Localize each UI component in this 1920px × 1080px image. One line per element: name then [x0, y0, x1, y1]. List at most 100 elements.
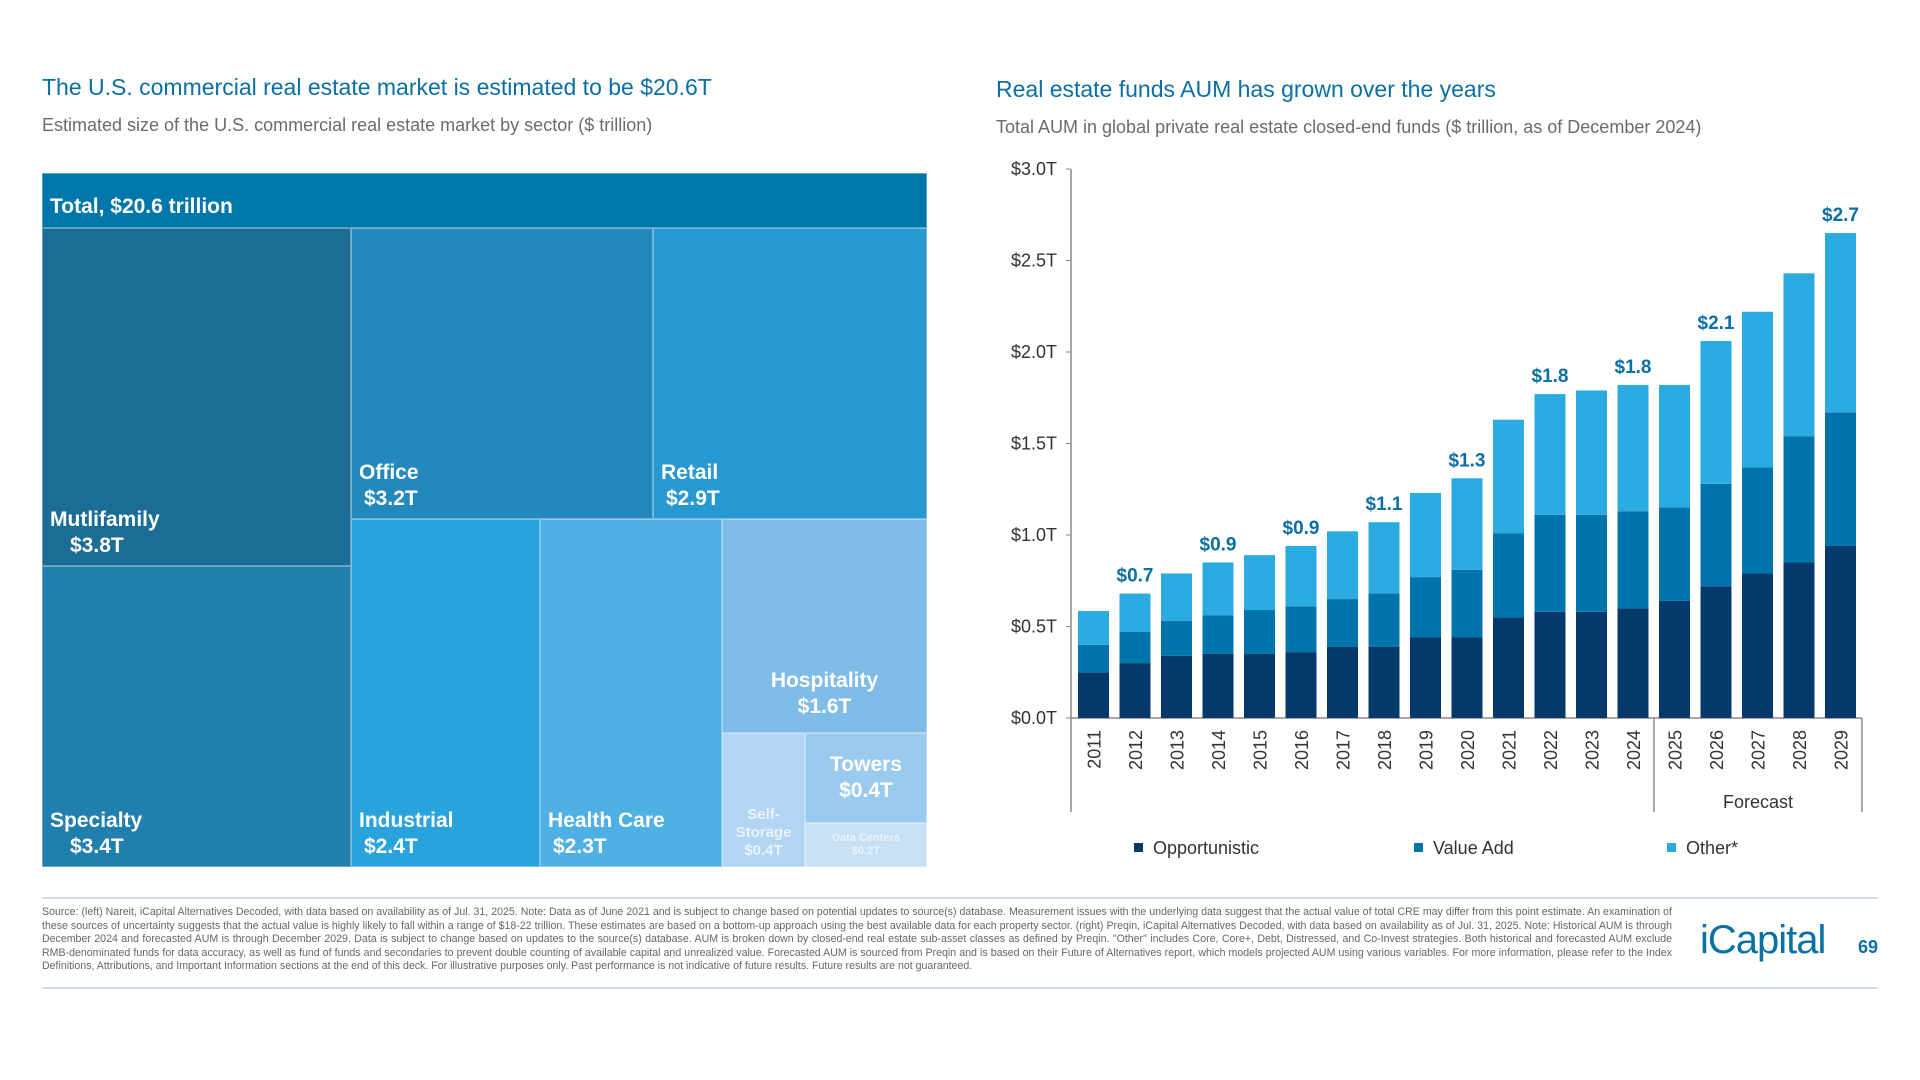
sector-name: Specialty	[50, 809, 143, 832]
bar-segment-other--2015	[1244, 555, 1275, 611]
bar-segment-value-add-2012	[1119, 631, 1151, 664]
bar-segment-opportunistic-2025	[1659, 600, 1690, 718]
bar-segment-other--2016	[1285, 545, 1317, 607]
treemap-cell-label: Retail $2.9T	[661, 460, 720, 512]
sector-value: $2.3T	[553, 835, 607, 858]
bar-segment-value-add-2022	[1534, 514, 1566, 612]
sector-value: $0.4T	[839, 779, 893, 802]
treemap-cell-health-care: Health Care $2.3T	[540, 519, 722, 867]
x-tick-label: 2017	[1334, 730, 1354, 770]
y-tick-label: $3.0T	[1011, 159, 1057, 179]
sector-value: $0.2T	[851, 845, 881, 857]
sector-name: Self- Storage	[735, 806, 792, 841]
x-tick-label: 2020	[1458, 730, 1478, 770]
sector-name: Office	[359, 461, 419, 484]
x-tick-label: 2021	[1500, 730, 1520, 770]
bar-segment-other--2022	[1534, 394, 1566, 515]
x-tick-label: 2028	[1790, 730, 1810, 770]
treemap-cell-label: Towers $0.4T	[806, 752, 926, 804]
y-tick-label: $1.5T	[1011, 434, 1057, 454]
y-tick-label: $2.5T	[1011, 251, 1057, 271]
bar-segment-opportunistic-2020	[1451, 637, 1483, 718]
bar-segment-opportunistic-2028	[1783, 562, 1815, 718]
bar-segment-opportunistic-2029	[1825, 545, 1856, 718]
treemap-cell-label: Health Care $2.3T	[548, 808, 665, 860]
legend-label: Other*	[1686, 838, 1738, 858]
x-tick-label: 2027	[1749, 730, 1769, 770]
bar-segment-other--2018	[1368, 522, 1400, 594]
sector-value: $3.2T	[364, 487, 418, 510]
x-tick-label: 2029	[1832, 730, 1852, 770]
bar-chart-subtitle: Total AUM in global private real estate …	[996, 117, 1702, 137]
bar-segment-value-add-2025	[1659, 507, 1690, 601]
bar-segment-other--2012	[1119, 593, 1151, 632]
treemap-cell-self-storage: Self- Storage $0.4T	[722, 733, 805, 867]
bar-segment-other--2024	[1617, 384, 1649, 512]
y-tick-label: $0.5T	[1011, 617, 1057, 637]
x-tick-label: 2026	[1707, 730, 1727, 770]
x-tick-label: 2015	[1251, 730, 1271, 770]
bar-segment-opportunistic-2027	[1742, 573, 1773, 718]
total-data-label: $0.9	[1283, 518, 1320, 539]
sector-name: Industrial	[359, 809, 454, 832]
treemap-cell-retail: Retail $2.9T	[653, 228, 927, 519]
bar-segment-other--2021	[1493, 419, 1524, 534]
y-tick-label: $2.0T	[1011, 342, 1057, 362]
treemap-cell-industrial: Industrial $2.4T	[351, 519, 540, 867]
bar-segment-other--2011	[1078, 610, 1109, 645]
bar-segment-other--2019	[1410, 492, 1441, 578]
bar-segment-value-add-2027	[1742, 467, 1773, 574]
icapital-logo: iCapital	[1700, 918, 1826, 962]
bar-chart: $0.0T $0.5T $1.0T $1.5T $2.0T $2.5T $3.0T 2011 2…	[1011, 159, 1863, 858]
treemap-total: Total, $20.6 trillion	[42, 173, 927, 228]
sector-value: $3.4T	[70, 835, 124, 858]
bar-segment-value-add-2020	[1451, 569, 1483, 638]
bar-segment-other--2025	[1659, 384, 1690, 508]
footnote: Source: (left) Nareit, iCapital Alternat…	[42, 906, 1672, 973]
x-tick-label: 2012	[1126, 730, 1146, 770]
bar-segment-opportunistic-2018	[1368, 646, 1400, 718]
sector-name: Data Centers	[832, 832, 900, 844]
treemap-cell-office: Office $3.2T	[351, 228, 653, 519]
treemap-cell-label: Self- Storage $0.4T	[723, 806, 804, 860]
bar-segment-other--2023	[1576, 390, 1607, 515]
legend-label: Opportunistic	[1153, 838, 1259, 858]
treemap-cell-towers: Towers $0.4T	[805, 733, 927, 823]
x-tick-label: 2013	[1168, 730, 1188, 770]
total-data-label: $0.7	[1117, 566, 1154, 587]
bar-segment-value-add-2018	[1368, 593, 1400, 647]
divider	[42, 897, 1878, 899]
bar-segment-other--2020	[1451, 478, 1483, 570]
treemap-cell-label: Hospitality $1.6T	[723, 668, 926, 720]
bar-segment-value-add-2019	[1410, 577, 1441, 638]
bar-segment-opportunistic-2019	[1410, 637, 1441, 718]
treemap-cell-data-centers: Data Centers $0.2T	[805, 823, 927, 867]
bar-segment-other--2017	[1327, 531, 1358, 600]
bar-segment-value-add-2013	[1161, 621, 1192, 656]
total-data-label: $1.8	[1615, 357, 1652, 378]
total-data-label: $1.3	[1449, 450, 1486, 471]
x-tick-label: 2011	[1085, 730, 1105, 769]
treemap-cell-label: Data Centers $0.2T	[806, 832, 926, 858]
bar-segment-opportunistic-2021	[1493, 617, 1524, 718]
legend-swatch-opportunistic	[1134, 843, 1143, 852]
treemap-cell-specialty: Specialty $3.4T	[42, 566, 351, 867]
total-data-label: $0.9	[1200, 534, 1237, 555]
bar-segment-other--2028	[1783, 273, 1815, 437]
sector-name: Health Care	[548, 809, 665, 832]
x-tick-label: 2019	[1417, 730, 1437, 770]
treemap-cell-label: Specialty $3.4T	[50, 808, 142, 860]
legend-label: Value Add	[1433, 838, 1514, 858]
bar-segment-opportunistic-2015	[1244, 653, 1275, 718]
bar-segment-other--2014	[1202, 562, 1234, 616]
x-tick-label: 2014	[1209, 730, 1229, 770]
sector-name: Retail	[661, 461, 719, 484]
treemap-cell-hospitality: Hospitality $1.6T	[722, 519, 927, 733]
treemap-cell-label: Mutlifamily $3.8T	[50, 507, 160, 559]
bar-segment-other--2026	[1700, 341, 1732, 484]
bar-segment-opportunistic-2026	[1700, 586, 1732, 718]
bar-segment-value-add-2015	[1244, 610, 1275, 654]
bar-segment-value-add-2023	[1576, 514, 1607, 612]
bar-segment-other--2029	[1825, 233, 1856, 413]
